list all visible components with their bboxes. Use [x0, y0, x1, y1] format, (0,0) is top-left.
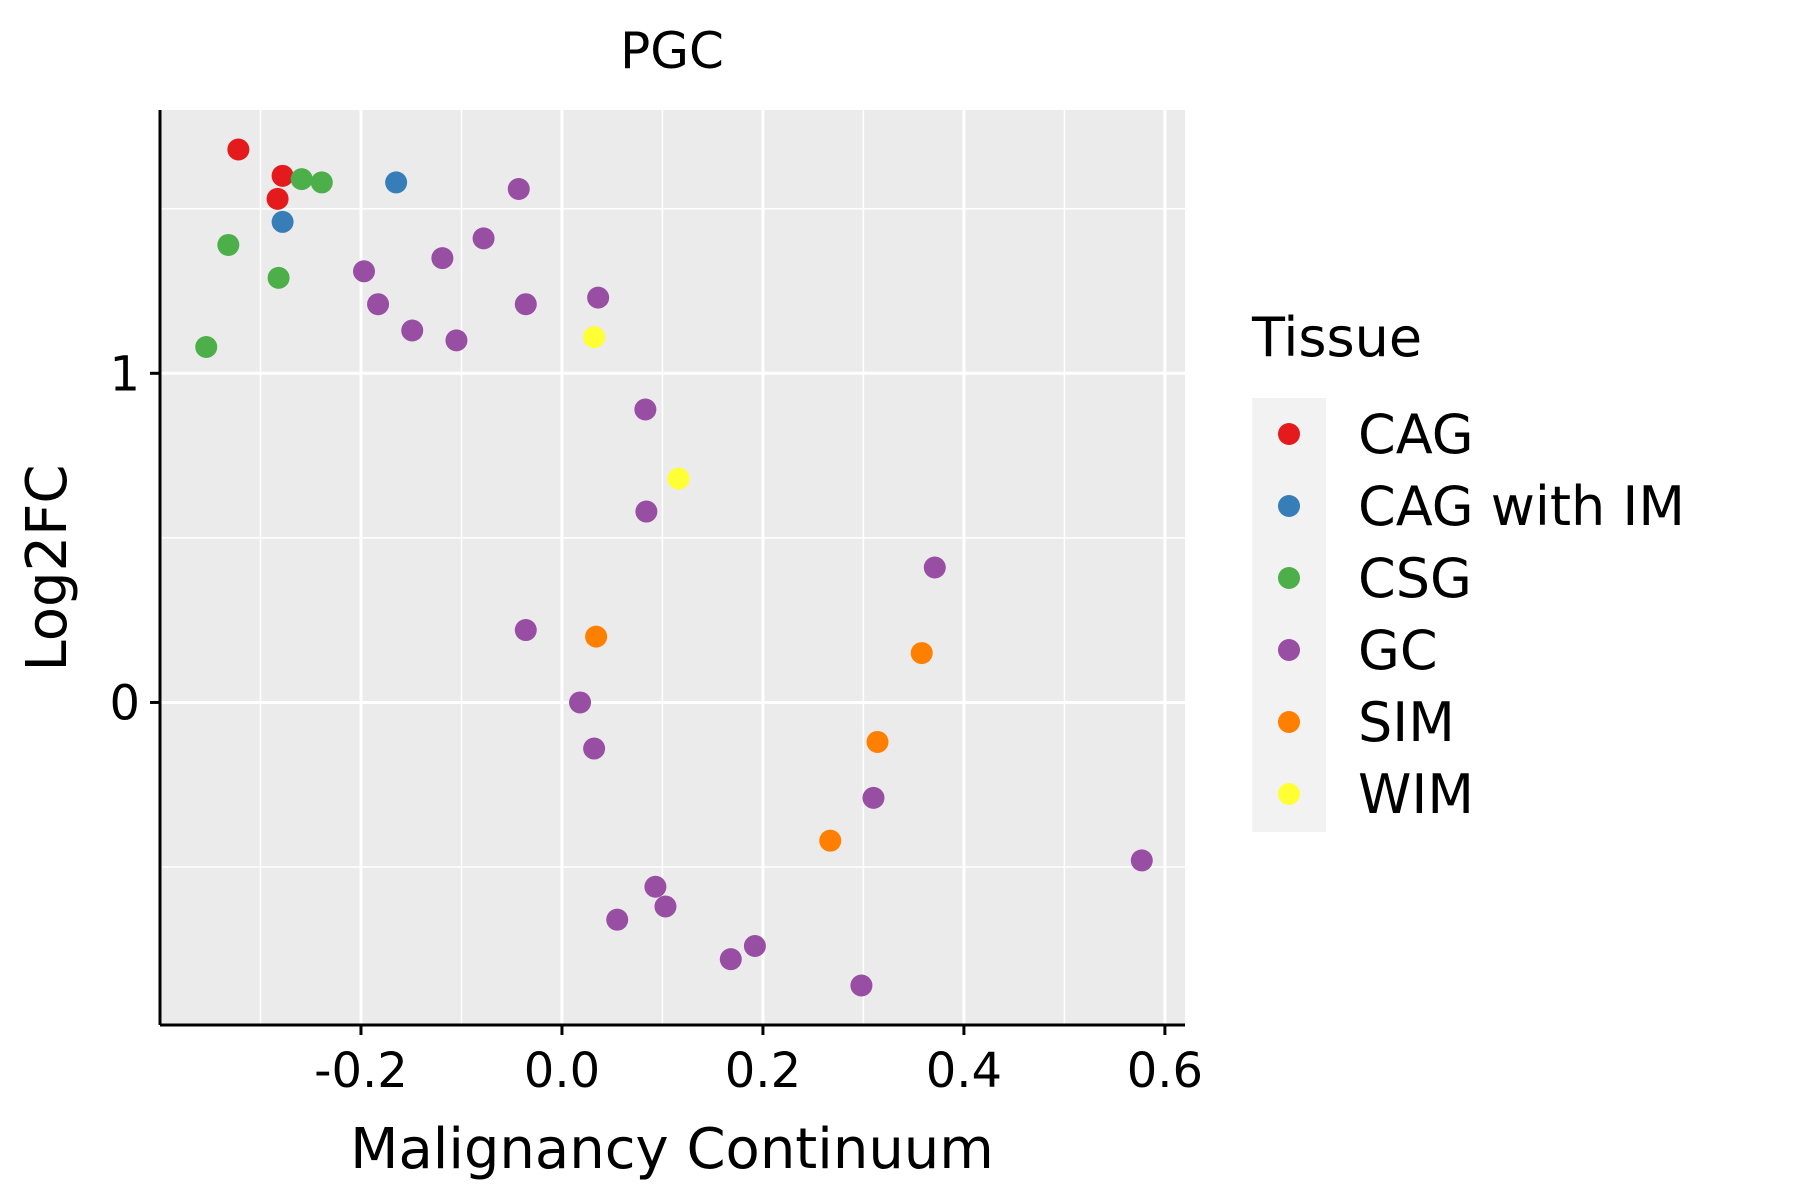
x-tick-label: -0.2 — [314, 1043, 408, 1099]
legend-key-csg — [1278, 567, 1300, 589]
point-gc — [514, 293, 537, 316]
x-tick-label: 0.6 — [1127, 1043, 1203, 1099]
legend-keys-background — [1252, 398, 1326, 832]
point-csg — [195, 335, 218, 358]
point-cag — [266, 187, 289, 210]
point-sim — [819, 829, 842, 852]
point-sim — [585, 625, 608, 648]
point-sim — [910, 642, 933, 665]
point-csg — [290, 168, 313, 191]
point-gc — [445, 329, 468, 352]
y-tick-label: 1 — [109, 346, 140, 402]
x-tick-label: 0.0 — [524, 1043, 600, 1099]
x-tick-label: 0.4 — [926, 1043, 1002, 1099]
legend-label-cag-with-im: CAG with IM — [1358, 475, 1685, 538]
major-gridlines — [160, 110, 1185, 1025]
point-gc — [719, 948, 742, 971]
point-sim — [866, 730, 889, 753]
point-gc — [1130, 849, 1153, 872]
point-gc — [923, 556, 946, 579]
point-gc — [401, 319, 424, 342]
point-wim — [583, 326, 606, 349]
point-gc — [634, 398, 657, 421]
point-gc — [583, 737, 606, 760]
legend: Tissue CAG CAG with IM CSG GC SIM WIM — [1251, 306, 1685, 832]
point-gc — [569, 691, 592, 714]
legend-key-wim — [1278, 783, 1300, 805]
point-cag-with-im — [271, 210, 294, 233]
point-gc — [431, 247, 454, 270]
legend-key-gc — [1278, 639, 1300, 661]
point-gc — [514, 619, 537, 642]
point-csg — [217, 233, 240, 256]
legend-key-sim — [1278, 711, 1300, 733]
legend-key-cag — [1278, 423, 1300, 445]
point-cag — [271, 164, 294, 187]
legend-label-sim: SIM — [1358, 691, 1455, 754]
legend-entries: CAG CAG with IM CSG GC SIM WIM — [1278, 403, 1685, 826]
plot-panel — [160, 110, 1185, 1025]
legend-label-cag: CAG — [1358, 403, 1474, 466]
point-gc — [367, 293, 390, 316]
point-wim — [667, 467, 690, 490]
minor-gridlines — [160, 110, 1185, 1025]
data-points — [195, 138, 1153, 997]
point-gc — [850, 974, 873, 997]
x-tick-label: 0.2 — [725, 1043, 801, 1099]
point-cag-with-im — [385, 171, 408, 194]
legend-label-csg: CSG — [1358, 547, 1472, 610]
point-gc — [507, 177, 530, 200]
point-gc — [654, 895, 677, 918]
point-gc — [587, 286, 610, 309]
legend-key-cag-with-im — [1278, 495, 1300, 517]
point-gc — [352, 260, 375, 283]
point-gc — [644, 875, 667, 898]
legend-label-wim: WIM — [1358, 763, 1474, 826]
x-axis-label: Malignancy Continuum — [350, 1117, 994, 1182]
point-gc — [635, 500, 658, 523]
legend-title: Tissue — [1251, 306, 1422, 369]
point-gc — [472, 227, 495, 250]
point-gc — [606, 908, 629, 931]
point-csg — [267, 266, 290, 289]
legend-label-gc: GC — [1358, 619, 1438, 682]
y-axis-ticks: 01 — [109, 346, 160, 731]
y-tick-label: 0 — [109, 675, 140, 731]
point-gc — [743, 935, 766, 958]
point-gc — [862, 786, 885, 809]
point-csg — [310, 171, 333, 194]
chart-title: PGC — [620, 22, 724, 80]
y-axis-label: Log2FC — [15, 465, 80, 672]
x-axis-ticks: -0.2 0.0 0.2 0.4 0.6 — [314, 1025, 1203, 1099]
point-cag — [227, 138, 250, 161]
